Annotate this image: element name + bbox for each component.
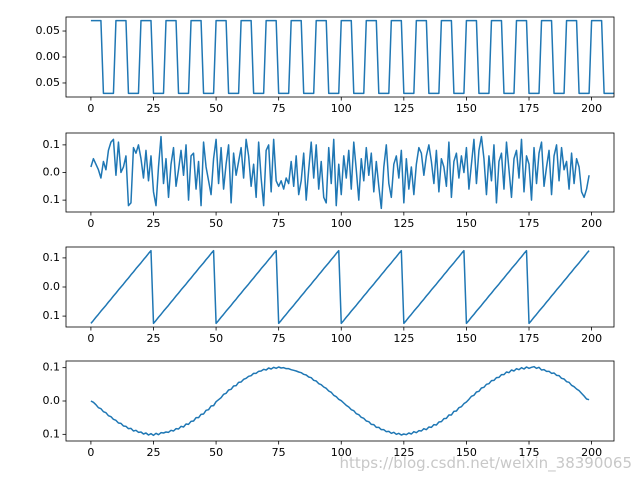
y-tick-label: 0.0 xyxy=(43,280,61,293)
x-tick-label: 25 xyxy=(146,217,160,230)
y-tick-label: 0.05 xyxy=(36,76,61,89)
x-tick-label: 100 xyxy=(331,446,352,459)
x-tick-label: 125 xyxy=(393,332,414,345)
y-tick-label: 0.05 xyxy=(36,24,61,37)
x-tick-label: 75 xyxy=(272,446,286,459)
x-tick-label: 50 xyxy=(209,446,223,459)
axes-frame xyxy=(65,16,615,98)
data-line xyxy=(90,135,590,210)
y-tick-label: 0.1 xyxy=(43,309,61,322)
y-tick-label: 0.1 xyxy=(43,251,61,264)
x-tick-label: 175 xyxy=(519,217,540,230)
x-tick-label: 200 xyxy=(581,217,602,230)
data-line xyxy=(90,365,590,437)
y-tick-label: 0.1 xyxy=(43,361,61,374)
x-tick-label: 125 xyxy=(393,446,414,459)
x-tick-label: 0 xyxy=(87,217,94,230)
x-tick-label: 150 xyxy=(456,102,477,115)
x-tick-label: 50 xyxy=(209,332,223,345)
axes-frame xyxy=(65,132,615,213)
x-tick-label: 25 xyxy=(146,102,160,115)
watermark: https://blog.csdn.net/weixin_38390065 xyxy=(339,454,632,473)
axes-frame xyxy=(65,360,615,442)
x-tick-label: 0 xyxy=(87,446,94,459)
x-tick-label: 150 xyxy=(456,217,477,230)
x-tick-label: 25 xyxy=(146,446,160,459)
x-tick-label: 25 xyxy=(146,332,160,345)
x-tick-label: 150 xyxy=(456,446,477,459)
x-tick-label: 175 xyxy=(519,446,540,459)
y-tick-label: 0.00 xyxy=(36,50,61,63)
axes-frame xyxy=(65,246,615,328)
x-tick-label: 100 xyxy=(331,102,352,115)
x-tick-label: 200 xyxy=(581,102,602,115)
y-tick-label: 0.1 xyxy=(43,138,61,151)
x-tick-label: 125 xyxy=(393,102,414,115)
x-tick-label: 200 xyxy=(581,332,602,345)
x-tick-label: 50 xyxy=(209,102,223,115)
y-tick-label: 0.0 xyxy=(43,394,61,407)
x-tick-label: 75 xyxy=(272,217,286,230)
data-line xyxy=(90,249,590,325)
data-line xyxy=(90,19,615,95)
x-tick-label: 75 xyxy=(272,102,286,115)
x-tick-label: 75 xyxy=(272,332,286,345)
x-tick-label: 0 xyxy=(87,102,94,115)
x-tick-label: 200 xyxy=(581,446,602,459)
y-tick-label: 0.1 xyxy=(43,427,61,440)
x-tick-label: 125 xyxy=(393,217,414,230)
y-tick-label: 0.0 xyxy=(43,166,61,179)
x-tick-label: 100 xyxy=(331,217,352,230)
x-tick-label: 175 xyxy=(519,332,540,345)
x-tick-label: 150 xyxy=(456,332,477,345)
x-tick-label: 175 xyxy=(519,102,540,115)
y-tick-label: 0.1 xyxy=(43,193,61,206)
x-tick-label: 0 xyxy=(87,332,94,345)
x-tick-label: 100 xyxy=(331,332,352,345)
x-tick-label: 50 xyxy=(209,217,223,230)
